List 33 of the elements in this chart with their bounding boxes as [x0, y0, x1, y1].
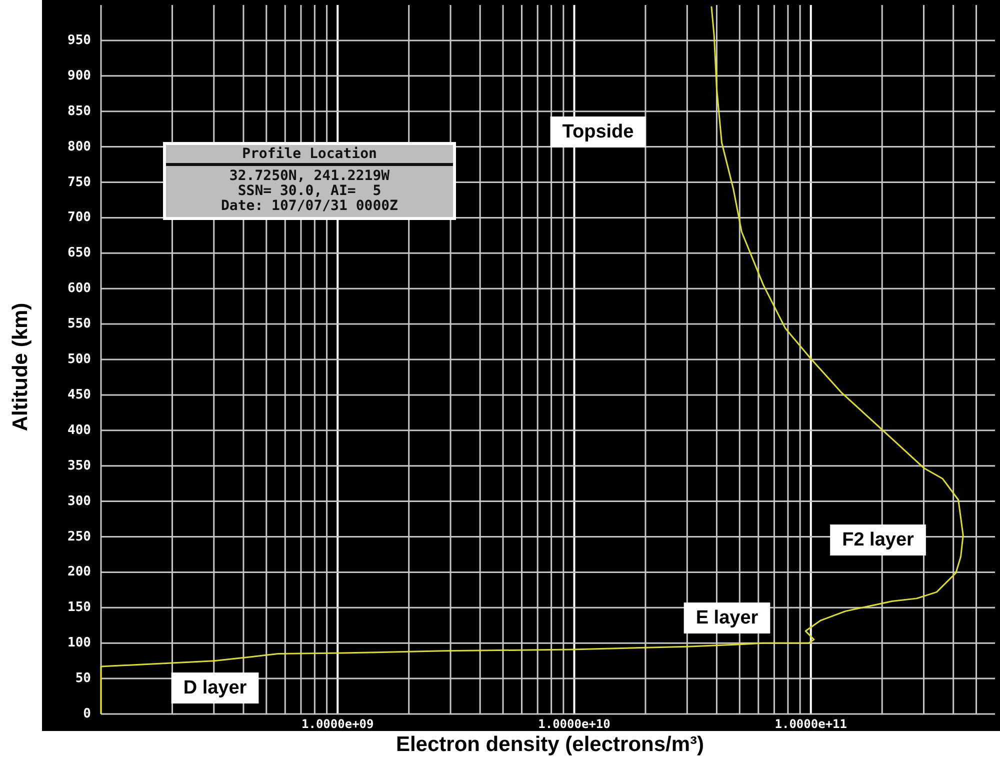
y-tick-label: 850	[68, 104, 92, 119]
annotation: Profile Location	[166, 145, 453, 166]
y-tick-label: 300	[68, 494, 92, 509]
annotation: D layer	[183, 678, 248, 698]
y-tick-label: 200	[68, 564, 92, 580]
y-tick-label: 950	[68, 32, 92, 48]
x-tick-label: 1.0000e+11	[774, 717, 847, 731]
annotation: SSN= 30.0, AI= 5	[236, 183, 382, 199]
y-tick-label: 600	[68, 281, 92, 296]
annotation: Topside	[562, 122, 634, 142]
y-tick-label: 150	[68, 600, 92, 616]
y-tick-label: 50	[75, 671, 92, 686]
x-tick-label: 1.0000e+10	[538, 717, 610, 731]
annotation: E layer	[696, 608, 759, 628]
y-tick-label: 800	[68, 139, 92, 154]
y-axis-title: Altitude (km)	[9, 302, 33, 432]
y-tick-label: 700	[68, 210, 92, 226]
annotation: 32.7250N, 241.2219W	[228, 168, 391, 184]
y-tick-label: 350	[68, 458, 92, 474]
x-tick-label: 1.0000e+09	[302, 717, 374, 731]
y-tick-label: 650	[68, 246, 92, 261]
y-tick-label: 750	[68, 174, 92, 190]
annotation: Date: 107/07/31 0000Z	[220, 198, 399, 214]
y-tick-label: 450	[68, 387, 92, 402]
annotation: F2 layer	[842, 530, 915, 550]
y-tick-label: 0	[83, 706, 92, 722]
y-tick-label: 400	[68, 422, 92, 438]
x-axis-title: Electron density (electrons/m³)	[394, 733, 706, 757]
y-tick-label: 900	[68, 68, 92, 84]
y-tick-label: 500	[68, 352, 92, 367]
y-tick-label: 550	[68, 316, 92, 332]
y-tick-label: 100	[68, 636, 92, 651]
y-tick-label: 250	[68, 529, 92, 544]
